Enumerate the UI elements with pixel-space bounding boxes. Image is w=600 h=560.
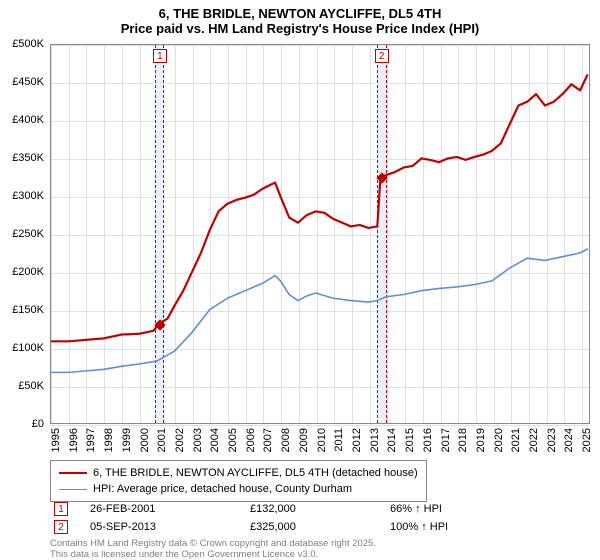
x-tick-label: 2024: [563, 428, 575, 452]
marker-table-index: 1: [54, 502, 68, 516]
chart-title: 6, THE BRIDLE, NEWTON AYCLIFFE, DL5 4TH: [0, 6, 600, 21]
x-tick-label: 2007: [262, 428, 274, 452]
y-tick-label: £350K: [12, 152, 44, 164]
x-tick-label: 2003: [192, 428, 204, 452]
x-tick-label: 2011: [333, 428, 345, 452]
x-tick-label: 2013: [369, 428, 381, 452]
marker-table: 1 26-FEB-2001£132,00066% ↑ HPI 2 05-SEP-201…: [50, 500, 590, 536]
x-tick-label: 2016: [422, 428, 434, 452]
marker-table-delta: 100% ↑ HPI: [390, 521, 530, 533]
y-tick-label: £50K: [18, 380, 44, 392]
y-tick-label: £0: [32, 418, 44, 430]
legend-label: HPI: Average price, detached house, Coun…: [93, 481, 352, 497]
line-plot: [51, 45, 589, 423]
legend-box: 6, THE BRIDLE, NEWTON AYCLIFFE, DL5 4TH …: [50, 460, 427, 502]
chart-container: 6, THE BRIDLE, NEWTON AYCLIFFE, DL5 4TH …: [0, 0, 600, 560]
y-tick-label: £150K: [12, 304, 44, 316]
marker-table-price: £325,000: [250, 521, 390, 533]
x-tick-label: 2018: [457, 428, 469, 452]
y-tick-label: £400K: [12, 114, 44, 126]
x-tick-label: 2004: [209, 428, 221, 452]
x-tick-label: 2005: [227, 428, 239, 452]
x-tick-label: 1995: [50, 428, 62, 452]
x-tick-label: 2002: [174, 428, 186, 452]
x-tick-label: 2012: [351, 428, 363, 452]
y-tick-label: £300K: [12, 190, 44, 202]
x-tick-label: 2000: [139, 428, 151, 452]
footnote-line1: Contains HM Land Registry data © Crown c…: [50, 538, 376, 549]
x-tick-label: 2017: [440, 428, 452, 452]
chart-subtitle: Price paid vs. HM Land Registry's House …: [0, 21, 600, 36]
footnote-line2: This data is licensed under the Open Gov…: [50, 549, 376, 560]
plot-area: 12: [50, 44, 590, 424]
y-tick-label: £450K: [12, 76, 44, 88]
sale-region-label: 2: [375, 49, 389, 63]
x-tick-label: 2001: [156, 428, 168, 452]
marker-table-index: 2: [54, 520, 68, 534]
y-tick-label: £100K: [12, 342, 44, 354]
title-block: 6, THE BRIDLE, NEWTON AYCLIFFE, DL5 4TH …: [0, 0, 600, 38]
x-tick-label: 2010: [316, 428, 328, 452]
x-tick-label: 2020: [493, 428, 505, 452]
x-tick-label: 1998: [103, 428, 115, 452]
legend-swatch: [59, 489, 87, 490]
y-tick-label: £250K: [12, 228, 44, 240]
y-tick-label: £500K: [12, 38, 44, 50]
marker-table-row: 2 05-SEP-2013£325,000100% ↑ HPI: [50, 518, 590, 536]
x-tick-label: 2025: [581, 428, 593, 452]
x-tick-label: 2014: [386, 428, 398, 452]
series-line: [51, 249, 587, 372]
x-tick-label: 2021: [510, 428, 522, 452]
legend-swatch: [59, 472, 87, 474]
footnote: Contains HM Land Registry data © Crown c…: [50, 538, 376, 560]
x-tick-label: 2006: [245, 428, 257, 452]
legend-label: 6, THE BRIDLE, NEWTON AYCLIFFE, DL5 4TH …: [93, 465, 418, 481]
legend-item: HPI: Average price, detached house, Coun…: [59, 481, 418, 497]
x-tick-label: 1997: [85, 428, 97, 452]
x-tick-label: 2015: [404, 428, 416, 452]
legend-item: 6, THE BRIDLE, NEWTON AYCLIFFE, DL5 4TH …: [59, 465, 418, 481]
legend: 6, THE BRIDLE, NEWTON AYCLIFFE, DL5 4TH …: [50, 460, 590, 502]
sale-region-label: 1: [153, 49, 167, 63]
x-tick-label: 2022: [528, 428, 540, 452]
y-tick-label: £200K: [12, 266, 44, 278]
x-tick-label: 2009: [298, 428, 310, 452]
marker-table-date: 05-SEP-2013: [90, 521, 250, 533]
x-axis: 1995 1996 1997 1998 1999 2000 2001 2002 2003 2004…: [50, 426, 590, 462]
x-tick-label: 2019: [475, 428, 487, 452]
x-tick-label: 1999: [121, 428, 133, 452]
x-tick-label: 2023: [546, 428, 558, 452]
marker-table-row: 1 26-FEB-2001£132,00066% ↑ HPI: [50, 500, 590, 518]
marker-table-price: £132,000: [250, 503, 390, 515]
x-tick-label: 2008: [280, 428, 292, 452]
marker-table-date: 26-FEB-2001: [90, 503, 250, 515]
series-line: [51, 75, 587, 341]
marker-table-delta: 66% ↑ HPI: [390, 503, 530, 515]
x-tick-label: 1996: [68, 428, 80, 452]
y-axis: £0£50K£100K£150K£200K£250K£300K£350K£400…: [0, 44, 48, 424]
